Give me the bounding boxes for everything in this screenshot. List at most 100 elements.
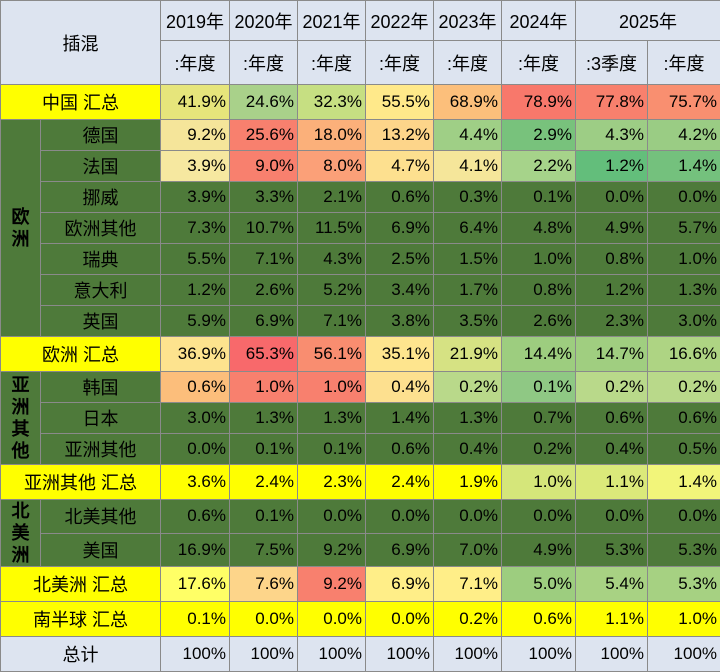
value-cell: 13.2% xyxy=(366,120,434,151)
value-cell: 16.9% xyxy=(161,533,230,567)
value-cell: 1.0% xyxy=(298,372,366,403)
value-cell: 21.9% xyxy=(434,337,502,372)
country-label: 瑞典 xyxy=(41,244,161,275)
period-header: :年度 xyxy=(434,41,502,85)
value-cell: 4.2% xyxy=(648,120,720,151)
year-header: 2024年 xyxy=(502,1,576,41)
value-cell: 100% xyxy=(434,637,502,672)
year-header: 2025年 xyxy=(576,1,720,41)
value-cell: 0.0% xyxy=(230,602,298,637)
value-cell: 32.3% xyxy=(298,85,366,120)
country-label: 亚洲其他 xyxy=(41,434,161,465)
value-cell: 3.5% xyxy=(434,306,502,337)
value-cell: 7.3% xyxy=(161,213,230,244)
value-cell: 78.9% xyxy=(502,85,576,120)
value-cell: 0.6% xyxy=(502,602,576,637)
value-cell: 100% xyxy=(576,637,648,672)
value-cell: 1.1% xyxy=(576,602,648,637)
value-cell: 100% xyxy=(230,637,298,672)
value-cell: 0.6% xyxy=(648,403,720,434)
value-cell: 10.7% xyxy=(230,213,298,244)
value-cell: 4.3% xyxy=(576,120,648,151)
value-cell: 6.9% xyxy=(230,306,298,337)
value-cell: 7.0% xyxy=(434,533,502,567)
value-cell: 0.0% xyxy=(648,182,720,213)
country-label: 韩国 xyxy=(41,372,161,403)
value-cell: 2.2% xyxy=(502,151,576,182)
value-cell: 3.4% xyxy=(366,275,434,306)
region-label: 北美洲 xyxy=(1,500,41,567)
region-label: 亚洲其他 xyxy=(1,372,41,465)
value-cell: 3.9% xyxy=(161,182,230,213)
value-cell: 2.4% xyxy=(230,465,298,500)
value-cell: 1.4% xyxy=(648,465,720,500)
country-label: 英国 xyxy=(41,306,161,337)
value-cell: 9.2% xyxy=(298,533,366,567)
value-cell: 5.7% xyxy=(648,213,720,244)
country-label: 日本 xyxy=(41,403,161,434)
value-cell: 1.0% xyxy=(648,244,720,275)
value-cell: 1.3% xyxy=(298,403,366,434)
value-cell: 4.1% xyxy=(434,151,502,182)
value-cell: 11.5% xyxy=(298,213,366,244)
value-cell: 3.0% xyxy=(161,403,230,434)
value-cell: 1.3% xyxy=(648,275,720,306)
value-cell: 0.0% xyxy=(502,500,576,534)
country-label: 意大利 xyxy=(41,275,161,306)
value-cell: 1.3% xyxy=(230,403,298,434)
value-cell: 1.0% xyxy=(502,465,576,500)
value-cell: 0.7% xyxy=(502,403,576,434)
value-cell: 0.1% xyxy=(230,434,298,465)
value-cell: 4.7% xyxy=(366,151,434,182)
value-cell: 0.0% xyxy=(576,500,648,534)
value-cell: 0.1% xyxy=(161,602,230,637)
value-cell: 1.0% xyxy=(648,602,720,637)
value-cell: 1.2% xyxy=(161,275,230,306)
value-cell: 1.2% xyxy=(576,275,648,306)
value-cell: 65.3% xyxy=(230,337,298,372)
value-cell: 18.0% xyxy=(298,120,366,151)
value-cell: 0.2% xyxy=(434,372,502,403)
value-cell: 7.5% xyxy=(230,533,298,567)
year-header: 2019年 xyxy=(161,1,230,41)
value-cell: 0.0% xyxy=(576,182,648,213)
value-cell: 0.6% xyxy=(576,403,648,434)
value-cell: 7.1% xyxy=(230,244,298,275)
value-cell: 16.6% xyxy=(648,337,720,372)
value-cell: 68.9% xyxy=(434,85,502,120)
value-cell: 0.4% xyxy=(576,434,648,465)
year-header: 2022年 xyxy=(366,1,434,41)
value-cell: 7.1% xyxy=(434,567,502,602)
value-cell: 0.0% xyxy=(161,434,230,465)
value-cell: 1.0% xyxy=(230,372,298,403)
value-cell: 0.0% xyxy=(648,500,720,534)
value-cell: 7.1% xyxy=(298,306,366,337)
value-cell: 24.6% xyxy=(230,85,298,120)
value-cell: 4.3% xyxy=(298,244,366,275)
value-cell: 100% xyxy=(648,637,720,672)
corner-label: 插混 xyxy=(1,1,161,85)
country-label: 法国 xyxy=(41,151,161,182)
country-label: 美国 xyxy=(41,533,161,567)
value-cell: 1.0% xyxy=(502,244,576,275)
value-cell: 1.7% xyxy=(434,275,502,306)
value-cell: 5.3% xyxy=(576,533,648,567)
value-cell: 0.8% xyxy=(576,244,648,275)
value-cell: 0.1% xyxy=(230,500,298,534)
period-header: :3季度 xyxy=(576,41,648,85)
value-cell: 1.3% xyxy=(434,403,502,434)
country-label: 挪威 xyxy=(41,182,161,213)
value-cell: 2.3% xyxy=(298,465,366,500)
